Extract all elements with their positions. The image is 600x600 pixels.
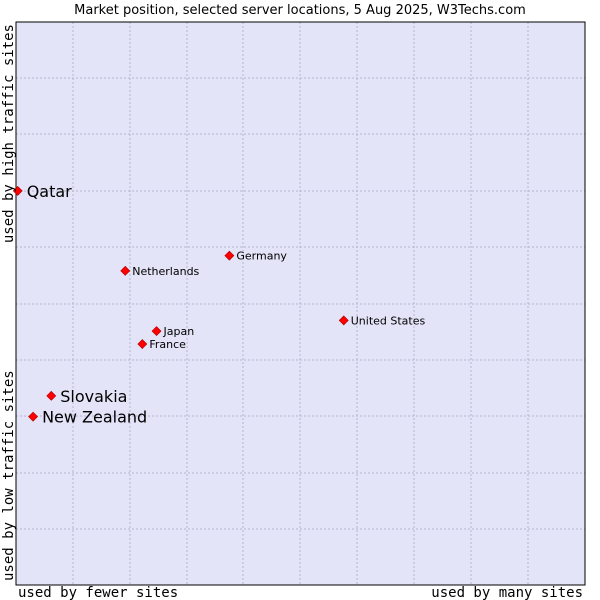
y-axis-label-top: used by high traffic sites [1, 24, 17, 243]
plot-frame [15, 21, 586, 586]
data-points: Qatar Germany Netherlands United States Japa… [12, 182, 426, 427]
x-axis-label-right: used by many sites [431, 585, 583, 600]
point-label-united-states: United States [351, 314, 426, 327]
y-axis-label-bottom: used by low traffic sites [1, 370, 17, 581]
x-axis-label-left: used by fewer sites [18, 585, 178, 600]
point-marker-japan [151, 326, 162, 337]
point-label-new-zealand: New Zealand [42, 408, 147, 427]
point-marker-germany [224, 250, 235, 261]
point-label-germany: Germany [236, 250, 287, 263]
point-marker-slovakia [46, 390, 57, 401]
grid-lines [16, 22, 585, 585]
chart-title: Market position, selected server locatio… [74, 3, 526, 18]
point-marker-qatar [12, 185, 23, 196]
point-marker-france [137, 339, 148, 349]
point-marker-new-zealand [28, 411, 38, 422]
point-label-netherlands: Netherlands [132, 265, 199, 278]
point-label-japan: Japan [163, 325, 195, 338]
point-marker-netherlands [120, 265, 131, 276]
point-label-slovakia: Slovakia [60, 387, 127, 406]
point-label-france: France [149, 338, 186, 351]
point-label-qatar: Qatar [27, 182, 72, 201]
point-marker-united-states [338, 315, 349, 326]
